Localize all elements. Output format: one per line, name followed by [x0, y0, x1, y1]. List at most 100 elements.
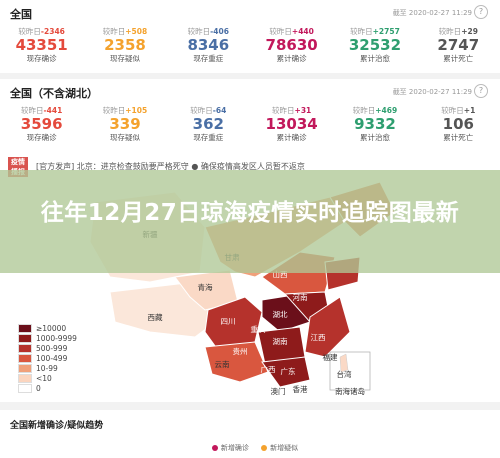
legend-dot-suspected: [261, 445, 268, 451]
stat-label: 累计死亡: [443, 54, 474, 63]
national-stats-card: 全国 截至 2020-02-27 11:29 ? 较昨日-2346 43351 现存…: [0, 0, 500, 73]
stat-delta: 较昨日-406: [187, 27, 229, 36]
legend-swatch: [18, 333, 32, 343]
stat-label: 现存确诊: [26, 133, 57, 142]
legend-label: 10-99: [36, 363, 58, 373]
stat-value: 2358: [104, 36, 146, 54]
stat-delta: 较昨日+29: [438, 27, 478, 36]
map-label: 湖北: [273, 310, 288, 319]
map-label: 贵州: [233, 346, 248, 356]
legend-label: 500-999: [36, 343, 68, 353]
map-label: 广东: [281, 366, 296, 376]
stat-label: 现存确诊: [26, 54, 57, 63]
legend-item[interactable]: 10-99: [18, 363, 77, 373]
stat-delta: 较昨日-2346: [18, 27, 65, 36]
legend-label: <10: [36, 373, 52, 383]
stat-delta: 较昨日+469: [352, 106, 398, 115]
stat-value: 8346: [187, 36, 230, 54]
map-label: 青海: [198, 282, 213, 292]
national-excl-hubei-card: 全国（不含湖北） 截至 2020-02-27 11:29 ? 较昨日-441 35…: [0, 79, 500, 152]
stat-item: 较昨日+440 78630 累计确诊: [250, 26, 333, 64]
news-text[interactable]: [官方发声] 北京：进京检查鼓励要严格死守 ● 确保疫情高发区人员暂不返京: [36, 162, 305, 171]
legend-label: 1000-9999: [36, 333, 77, 343]
region-east: [304, 296, 351, 358]
card-title: 全国（不含湖北）: [10, 87, 98, 100]
legend-swatch: [18, 373, 32, 383]
stat-delta: 较昨日+508: [102, 27, 148, 36]
card-title: 全国: [10, 8, 32, 21]
help-icon[interactable]: ?: [474, 84, 488, 98]
stat-item: 较昨日+1 106 累计死亡: [417, 105, 500, 143]
map-label: 云南: [215, 359, 230, 369]
region-guangdong: [261, 356, 311, 388]
trend-title: 全国新增确诊/疑似趋势: [10, 421, 104, 431]
stat-item: 较昨日-406 8346 现存重症: [167, 26, 250, 64]
stat-label: 累计治愈: [359, 133, 390, 142]
legend-swatch: [18, 353, 32, 363]
region-taiwan: [339, 353, 349, 373]
stat-label: 累计确诊: [276, 133, 307, 142]
legend-label: 100-499: [36, 353, 68, 363]
stat-delta: 较昨日+31: [272, 106, 312, 115]
map-label: 四川: [221, 317, 236, 326]
stat-item: 较昨日+2757 32532 累计治愈: [333, 26, 416, 64]
legend-item[interactable]: 0: [18, 383, 77, 393]
update-time: 截至 2020-02-27 11:29: [392, 88, 472, 96]
legend-item[interactable]: 1000-9999: [18, 333, 77, 343]
stat-delta: 较昨日+105: [102, 106, 148, 115]
map-label: 南海诸岛: [335, 386, 365, 396]
legend-item[interactable]: <10: [18, 373, 77, 383]
stats-row: 较昨日-2346 43351 现存确诊 较昨日+508 2358 现存疑似 较昨日-406 8…: [0, 26, 500, 64]
update-time: 截至 2020-02-27 11:29: [392, 9, 472, 17]
stat-value: 32532: [348, 36, 402, 54]
legend-swatch: [18, 343, 32, 353]
map-label: 重庆: [251, 324, 266, 334]
divider: [0, 73, 500, 79]
stat-delta: 较昨日-441: [21, 106, 63, 115]
legend-item[interactable]: 100-499: [18, 353, 77, 363]
map-label: 香港: [293, 384, 308, 394]
legend-swatch: [18, 323, 32, 333]
stat-item: 较昨日-64 362 现存重症: [167, 105, 250, 143]
stat-label: 现存重症: [193, 133, 224, 142]
legend-swatch: [18, 363, 32, 373]
stat-item: 较昨日+508 2358 现存疑似: [83, 26, 166, 64]
banner-title: 往年12月27日琼海疫情实时追踪图最新: [40, 200, 460, 226]
stat-label: 现存疑似: [109, 133, 140, 142]
stat-value: 106: [442, 115, 474, 133]
south-sea-inset: [329, 351, 371, 391]
stat-delta: 较昨日+2757: [350, 27, 400, 36]
stat-delta: 较昨日-64: [190, 106, 227, 115]
stat-item: 较昨日-2346 43351 现存确诊: [0, 26, 83, 64]
stat-item: 较昨日+469 9332 累计治愈: [333, 105, 416, 143]
stat-item: 较昨日+31 13034 累计确诊: [250, 105, 333, 143]
map-label: 福建: [323, 352, 338, 362]
legend-item[interactable]: ≥10000: [18, 323, 77, 333]
legend-item[interactable]: 500-999: [18, 343, 77, 353]
legend-swatch: [18, 383, 32, 393]
legend-label: ≥10000: [36, 323, 67, 333]
stats-row: 较昨日-441 3596 现存确诊 较昨日+105 339 现存疑似 较昨日-64 362 现存…: [0, 105, 500, 143]
legend-suspected[interactable]: 新增疑似: [270, 444, 299, 452]
legend-confirmed[interactable]: 新增确诊: [220, 444, 249, 452]
stat-value: 339: [109, 115, 141, 133]
stat-delta: 较昨日+440: [269, 27, 314, 36]
stat-value: 3596: [20, 115, 63, 133]
map-label: 山西: [273, 269, 288, 279]
stat-item: 较昨日+29 2747 累计死亡: [417, 26, 500, 64]
stat-item: 较昨日+105 339 现存疑似: [83, 105, 166, 143]
region-southwest: [204, 341, 269, 383]
stat-value: 362: [192, 115, 224, 133]
map-label: 江西: [311, 333, 326, 342]
stat-label: 累计死亡: [443, 133, 474, 142]
legend-dot-confirmed: [211, 445, 218, 451]
map-legend: ≥10000 1000-9999 500-999 100-499 10-99 <10 0: [18, 323, 77, 393]
map-label: 台湾: [337, 369, 352, 379]
stat-delta: 较昨日+1: [441, 106, 476, 115]
stat-value: 78630: [265, 36, 318, 54]
help-icon[interactable]: ?: [474, 5, 488, 19]
stat-value: 9332: [354, 115, 396, 133]
map-label: 河南: [293, 292, 308, 302]
stat-label: 现存疑似: [109, 54, 140, 63]
stat-label: 累计确诊: [276, 54, 307, 63]
